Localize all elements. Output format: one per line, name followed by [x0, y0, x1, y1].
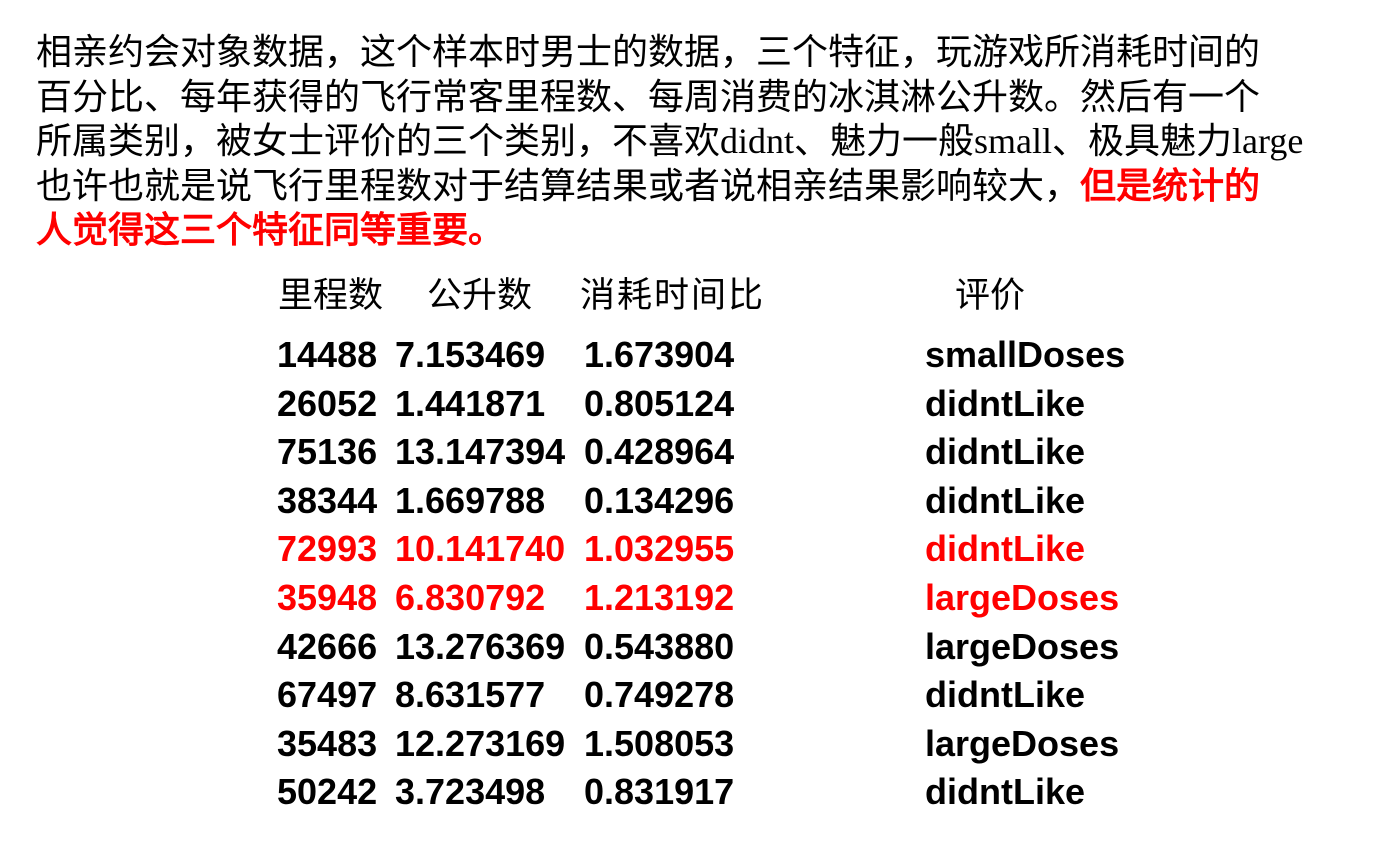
table-row: 14488 7.153469 1.673904 smallDoses — [0, 331, 1378, 380]
table-row: 75136 13.147394 0.428964 didntLike — [0, 428, 1378, 477]
paragraph-text: 也许也就是说飞行里程数对于结算结果或者说相亲结果影响较大， — [36, 165, 1081, 206]
cell-mileage: 14488 — [277, 334, 378, 375]
table-header: 里程数 公升数 消耗时间比 评价 — [0, 274, 1378, 318]
paragraph-text: 相亲约会对象数据，这个样本时男士的数据，三个特征，玩游戏所消耗时间的 — [36, 32, 1261, 72]
cell-mileage: 35948 — [277, 576, 378, 618]
cell-time-ratio: 0.543880 — [584, 625, 735, 667]
table-row: 67497 8.631577 0.749278 didntLike — [0, 671, 1378, 720]
cell-liters: 7.153469 — [395, 334, 546, 375]
cell-mileage: 72993 — [277, 528, 378, 570]
cell-rating: smallDoses — [925, 334, 1126, 375]
cell-time-ratio: 1.673904 — [584, 334, 735, 375]
paragraph-text: 所属类别，被女士评价的三个类别，不喜欢didnt、魅力一般small、极具魅力l… — [36, 121, 1304, 161]
cell-time-ratio: 0.805124 — [584, 382, 735, 424]
cell-mileage: 38344 — [277, 479, 378, 521]
column-header-liters: 公升数 — [427, 276, 533, 315]
table-row: 35483 12.273169 1.508053 largeDoses — [0, 720, 1378, 769]
paragraph-line-3: 所属类别，被女士评价的三个类别，不喜欢didnt、魅力一般small、极具魅力l… — [36, 119, 1346, 164]
cell-mileage: 67497 — [277, 674, 378, 716]
description-paragraph: 相亲约会对象数据，这个样本时男士的数据，三个特征，玩游戏所消耗时间的 百分比、每… — [36, 30, 1346, 253]
cell-liters: 10.141740 — [395, 528, 566, 570]
cell-rating: didntLike — [925, 382, 1085, 424]
cell-time-ratio: 0.749278 — [584, 674, 735, 716]
cell-rating: didntLike — [925, 479, 1085, 521]
cell-rating: largeDoses — [925, 576, 1120, 618]
cell-rating: largeDoses — [925, 722, 1120, 764]
cell-time-ratio: 0.831917 — [584, 771, 735, 813]
table-row: 26052 1.441871 0.805124 didntLike — [0, 380, 1378, 429]
cell-rating: didntLike — [925, 431, 1085, 473]
cell-liters: 12.273169 — [395, 722, 566, 764]
cell-liters: 1.669788 — [395, 479, 546, 521]
paragraph-line-2: 百分比、每年获得的飞行常客里程数、每周消费的冰淇淋公升数。然后有一个 — [36, 75, 1346, 120]
cell-mileage: 26052 — [277, 382, 378, 424]
cell-liters: 6.830792 — [395, 576, 546, 618]
cell-mileage: 35483 — [277, 722, 378, 764]
cell-rating: didntLike — [925, 674, 1085, 716]
cell-liters: 13.276369 — [395, 625, 566, 667]
cell-rating: largeDoses — [925, 625, 1120, 667]
table-row: 35948 6.830792 1.213192 largeDoses — [0, 574, 1378, 623]
table-row: 72993 10.141740 1.032955 didntLike — [0, 525, 1378, 574]
column-header-rating: 评价 — [955, 276, 1026, 315]
cell-rating: didntLike — [925, 528, 1085, 570]
cell-time-ratio: 0.428964 — [584, 431, 735, 473]
cell-rating: didntLike — [925, 771, 1085, 813]
cell-liters: 8.631577 — [395, 674, 546, 716]
table-row: 42666 13.276369 0.543880 largeDoses — [0, 623, 1378, 672]
paragraph-text-highlighted: 人觉得这三个特征同等重要。 — [36, 210, 505, 250]
cell-time-ratio: 1.032955 — [584, 528, 735, 570]
column-header-time-ratio: 消耗时间比 — [580, 276, 766, 315]
cell-liters: 1.441871 — [395, 382, 546, 424]
cell-time-ratio: 1.213192 — [584, 576, 735, 618]
paragraph-text-highlighted: 但是统计的 — [1080, 165, 1261, 206]
cell-liters: 3.723498 — [395, 771, 546, 813]
table-row: 50242 3.723498 0.831917 didntLike — [0, 768, 1378, 817]
table-row: 38344 1.669788 0.134296 didntLike — [0, 477, 1378, 526]
cell-time-ratio: 0.134296 — [584, 479, 735, 521]
cell-liters: 13.147394 — [395, 431, 566, 473]
paragraph-text: 百分比、每年获得的飞行常客里程数、每周消费的冰淇淋公升数。然后有一个 — [36, 76, 1261, 117]
paragraph-line-5: 人觉得这三个特征同等重要。 — [36, 208, 1346, 253]
cell-mileage: 50242 — [277, 771, 378, 813]
cell-time-ratio: 1.508053 — [584, 722, 735, 764]
cell-mileage: 75136 — [277, 431, 378, 473]
column-header-mileage: 里程数 — [278, 276, 384, 315]
table-body: 14488 7.153469 1.673904 smallDoses 26052… — [0, 331, 1378, 817]
paragraph-line-4: 也许也就是说飞行里程数对于结算结果或者说相亲结果影响较大，但是统计的 — [36, 164, 1346, 209]
cell-mileage: 42666 — [277, 625, 378, 667]
paragraph-line-1: 相亲约会对象数据，这个样本时男士的数据，三个特征，玩游戏所消耗时间的 — [36, 30, 1346, 75]
